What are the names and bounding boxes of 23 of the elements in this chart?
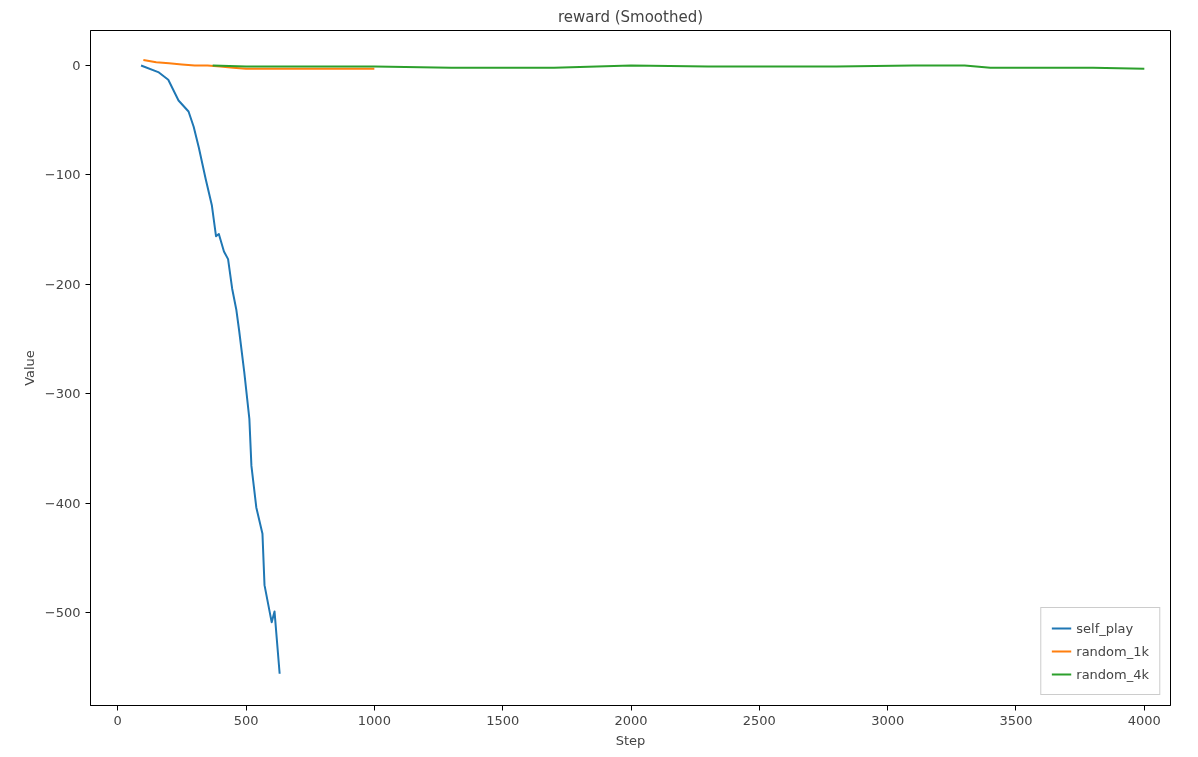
y-tick-label: −400 bbox=[44, 495, 81, 511]
x-tick-label: 0 bbox=[113, 712, 122, 728]
x-tick-label: 500 bbox=[233, 712, 259, 728]
legend-label: random_1k bbox=[1076, 643, 1149, 659]
line-series bbox=[142, 59, 376, 70]
x-tick-label: 2000 bbox=[614, 712, 648, 728]
y-tick-label: −300 bbox=[44, 386, 81, 402]
legend-label: random_4k bbox=[1076, 666, 1149, 682]
x-tick-label: 2500 bbox=[742, 712, 776, 728]
y-tick-label: −500 bbox=[44, 605, 81, 621]
legend-label: self_play bbox=[1076, 620, 1134, 636]
line-series bbox=[140, 64, 281, 675]
x-axis-title: Step bbox=[615, 732, 646, 748]
y-tick-label: −100 bbox=[44, 167, 81, 183]
chart-title: reward (Smoothed) bbox=[557, 7, 704, 26]
y-axis-title: Value bbox=[21, 350, 37, 386]
x-tick-label: 1500 bbox=[486, 712, 520, 728]
y-tick-label: −200 bbox=[44, 276, 81, 292]
x-tick-label: 3500 bbox=[999, 712, 1033, 728]
x-tick-label: 4000 bbox=[1127, 712, 1161, 728]
y-tick-label: 0 bbox=[72, 58, 81, 74]
x-tick-label: 3000 bbox=[871, 712, 905, 728]
x-tick-label: 1000 bbox=[357, 712, 391, 728]
